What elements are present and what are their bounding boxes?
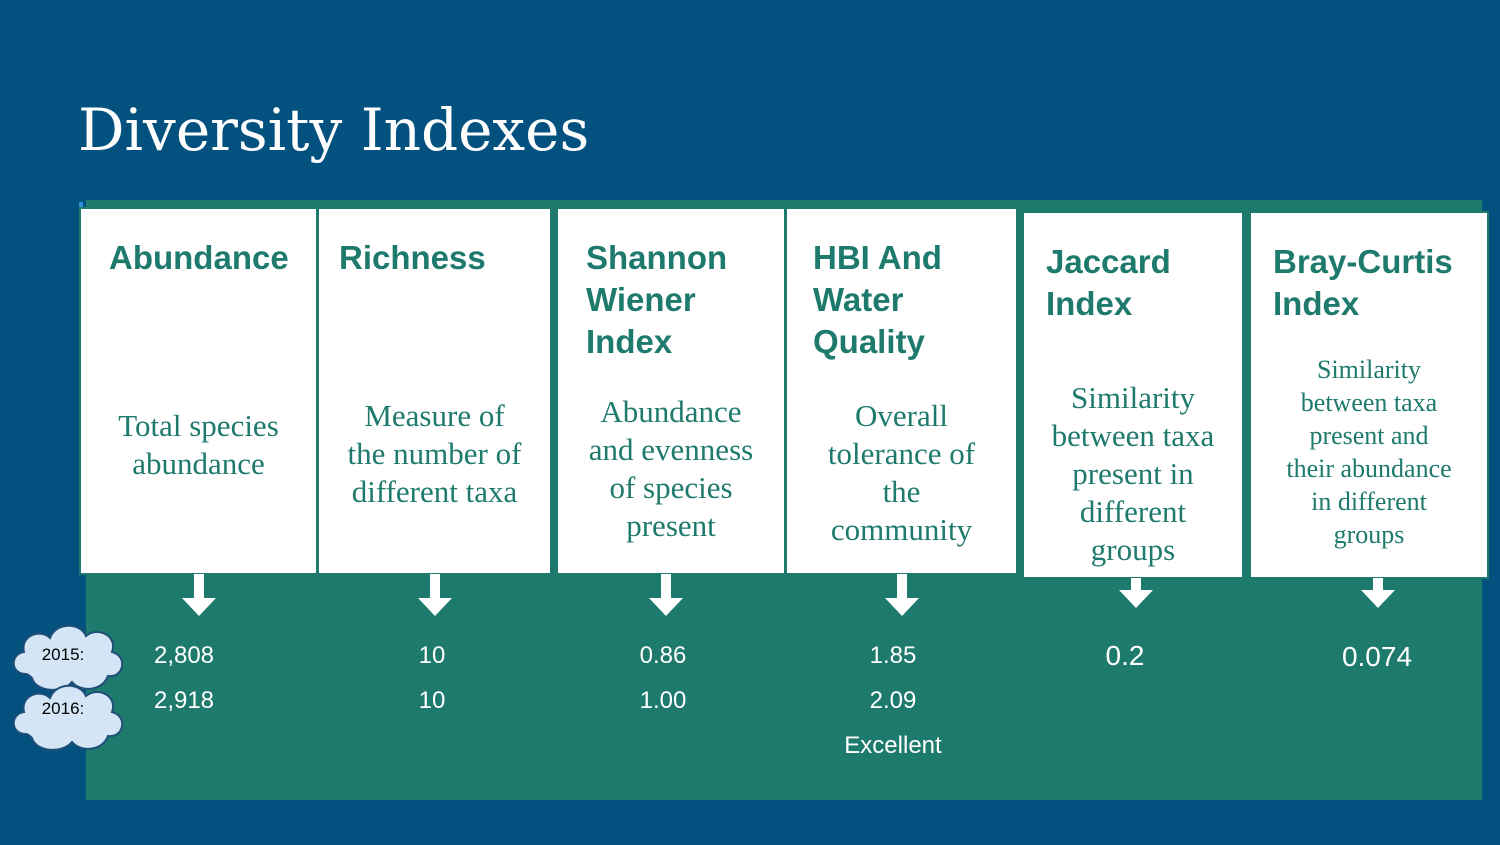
arrow-down-icon [1361, 578, 1395, 608]
card-jaccard: Jaccard Index Similarity between taxa pr… [1022, 211, 1244, 579]
card-title-richness: Richness [339, 239, 486, 276]
card-title-bray-curtis: Bray-Curtis Index [1273, 243, 1453, 322]
cloud-2016-icon [12, 684, 123, 751]
hbi-rating: Excellent [844, 732, 942, 759]
arrow-down-icon [649, 574, 683, 616]
card-bray-curtis: Bray-Curtis Index Similarity between tax… [1249, 211, 1489, 579]
card-title-hbi: HBI And Water Quality [813, 239, 942, 360]
card-title-jaccard: Jaccard Index [1046, 243, 1171, 322]
bray-curtis-value: 0.074 [1341, 641, 1413, 672]
card-desc-jaccard: Similarity between taxa present in diffe… [1051, 380, 1215, 567]
card-hbi: HBI And Water Quality Overall tolerance … [785, 207, 1018, 575]
arrow-down-icon [182, 574, 216, 616]
card-richness: Richness Measure of the number of differ… [317, 207, 552, 575]
hbi-2015-value: 1.85 [869, 642, 917, 669]
year-label-2016: 2016: [41, 699, 85, 718]
card-shannon-wiener: Shannon Wiener Index Abundance and evenn… [556, 207, 786, 575]
abundance-2016-value: 2,918 [153, 687, 215, 714]
card-title-shannon-wiener: Shannon Wiener Index [586, 239, 728, 360]
card-desc-bray-curtis: Similarity between taxa present and thei… [1286, 355, 1452, 549]
card-desc-abundance: Total species abundance [118, 408, 279, 481]
shannon-2015-value: 0.86 [639, 642, 687, 669]
richness-2016-value: 10 [418, 687, 446, 714]
panel-accent [79, 202, 83, 208]
jaccard-value: 0.2 [1105, 640, 1145, 671]
abundance-2015-value: 2,808 [153, 642, 215, 669]
richness-2015-value: 10 [418, 642, 446, 669]
arrow-down-icon [1119, 578, 1153, 608]
card-desc-richness: Measure of the number of different taxa [347, 398, 522, 509]
cloud-2015-icon [12, 624, 123, 691]
card-abundance: Abundance Total species abundance [79, 207, 318, 575]
card-title-abundance: Abundance [109, 239, 289, 276]
year-label-2015: 2015: [41, 645, 85, 664]
card-desc-shannon-wiener: Abundance and evenness of species presen… [588, 394, 754, 543]
shannon-2016-value: 1.00 [639, 687, 687, 714]
hbi-2016-value: 2.09 [869, 687, 917, 714]
arrow-down-icon [418, 574, 452, 616]
page-title: Diversity Indexes [78, 96, 590, 164]
card-desc-hbi: Overall tolerance of the community [827, 398, 976, 547]
arrow-down-icon [885, 574, 919, 616]
